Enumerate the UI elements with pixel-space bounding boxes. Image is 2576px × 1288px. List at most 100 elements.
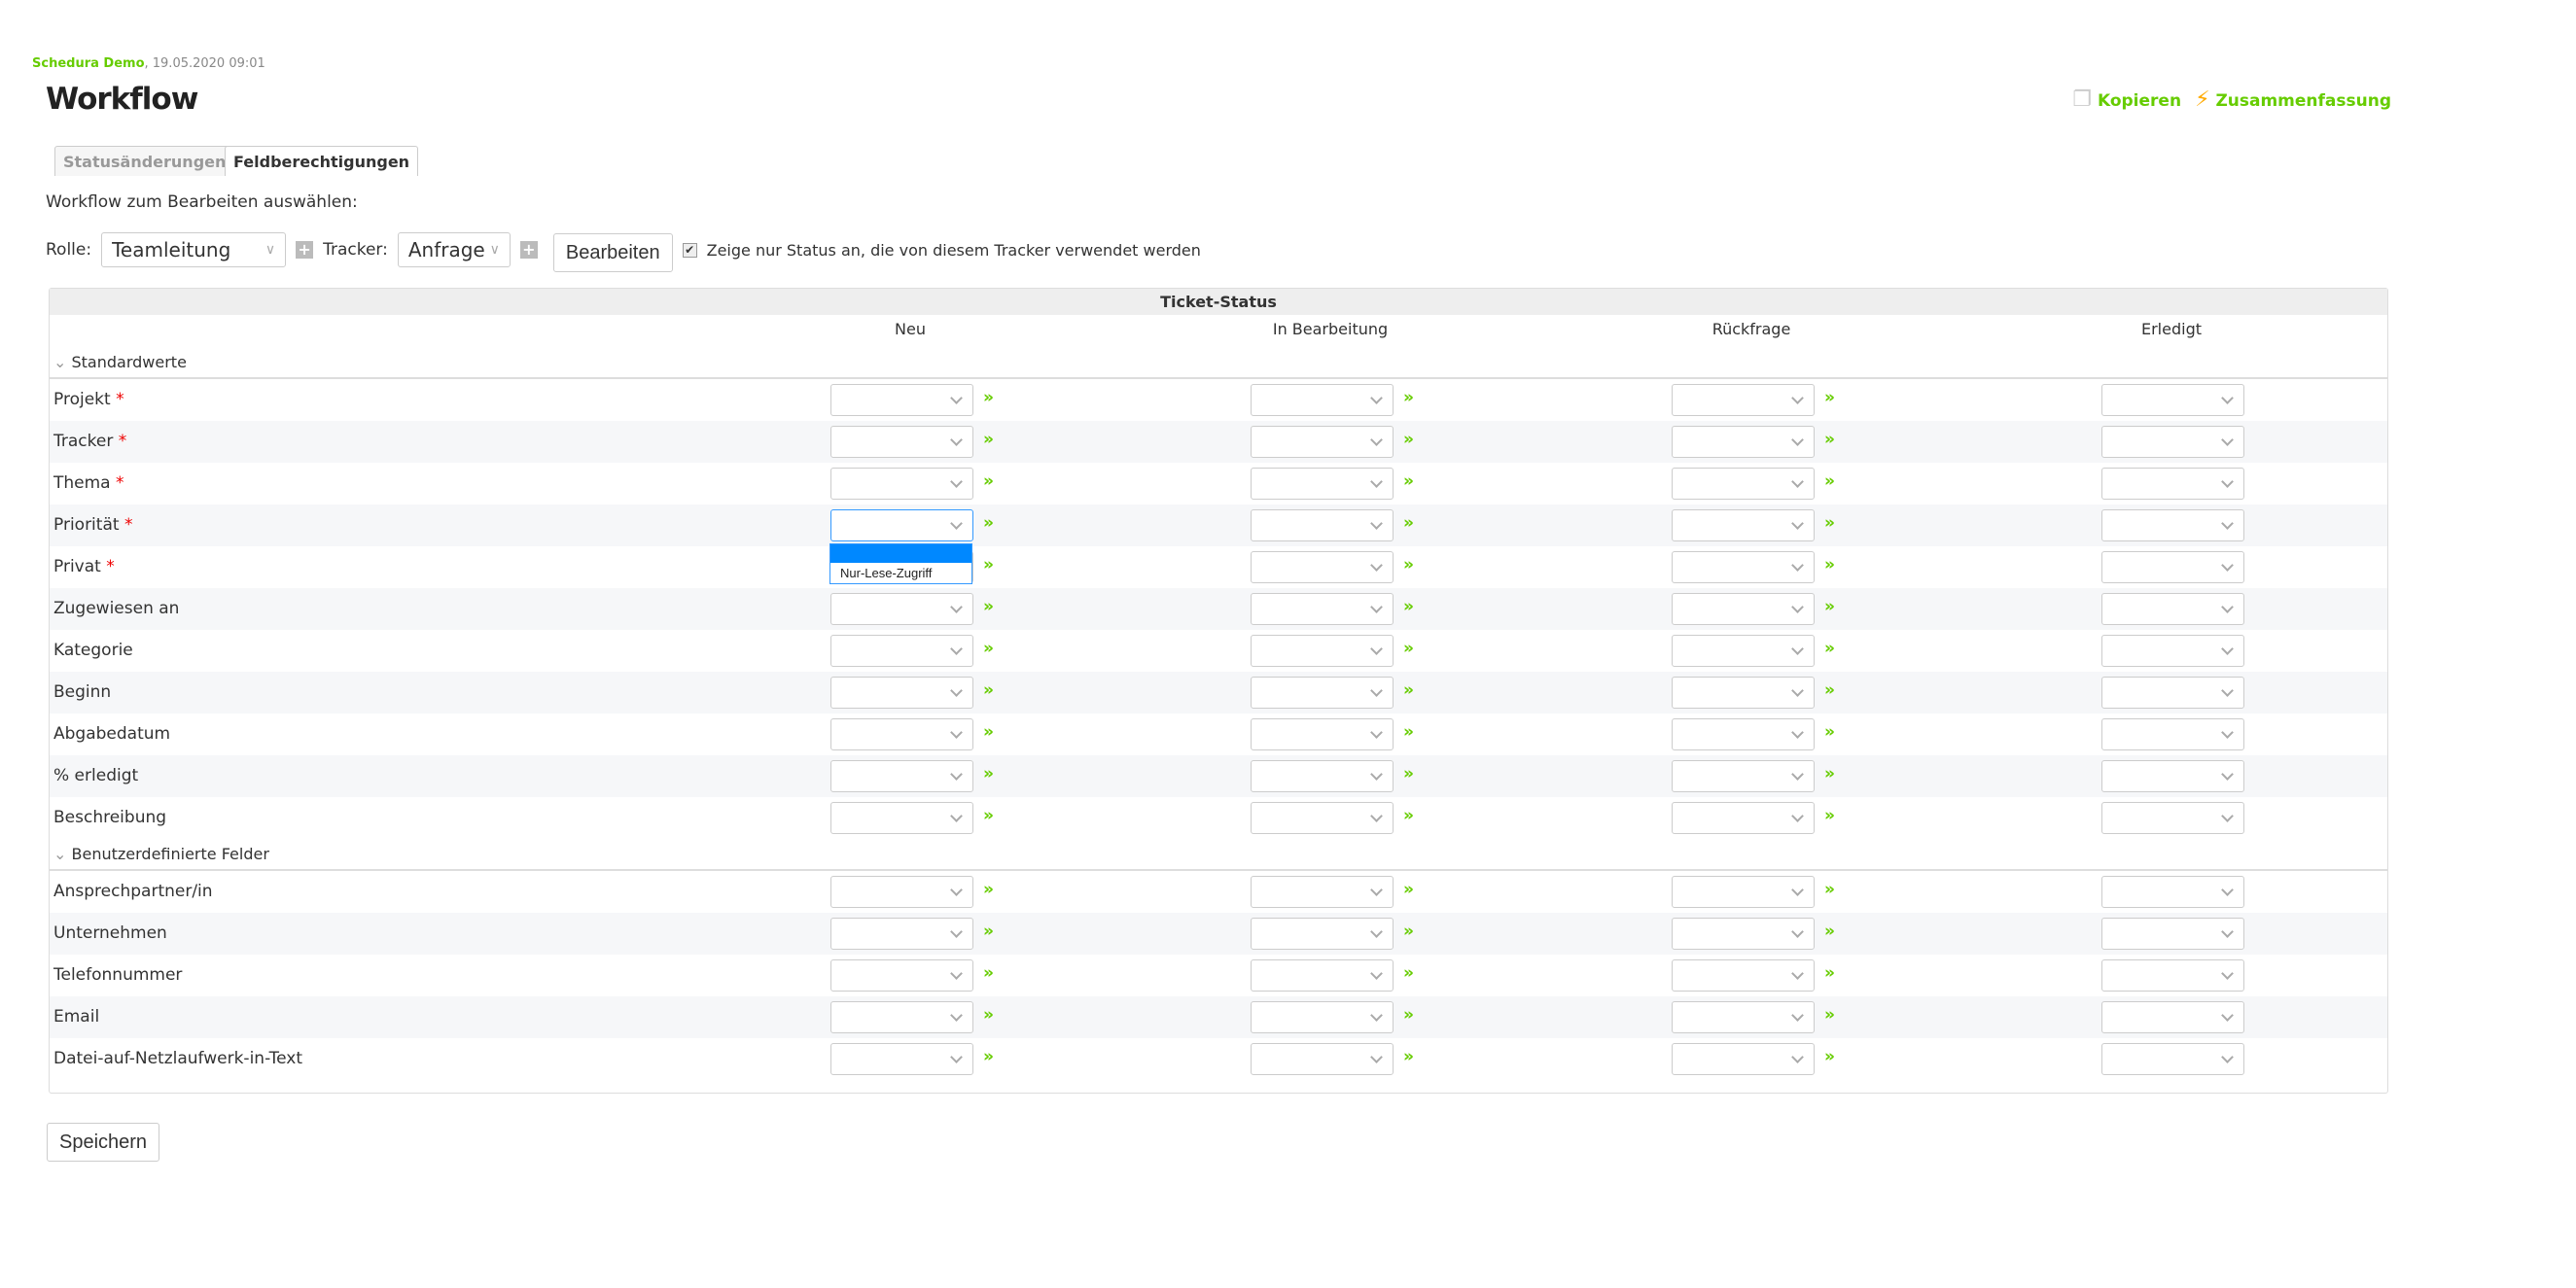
dropdown-option-empty[interactable]	[830, 544, 971, 563]
permission-select[interactable]	[2101, 959, 2244, 992]
copy-right-arrow-icon[interactable]: »	[1403, 764, 1414, 783]
copy-right-arrow-icon[interactable]: »	[1824, 722, 1835, 742]
permission-select[interactable]	[2101, 384, 2244, 416]
copy-right-arrow-icon[interactable]: »	[1824, 555, 1835, 574]
copy-right-arrow-icon[interactable]: »	[983, 680, 994, 700]
copy-right-arrow-icon[interactable]: »	[1403, 513, 1414, 533]
permission-select[interactable]	[1672, 1001, 1815, 1033]
copy-right-arrow-icon[interactable]: »	[1403, 680, 1414, 700]
copy-right-arrow-icon[interactable]: »	[983, 555, 994, 574]
permission-select[interactable]	[1251, 551, 1394, 583]
copy-link[interactable]: ❐ Kopieren	[2072, 87, 2181, 112]
copy-right-arrow-icon[interactable]: »	[1824, 1047, 1835, 1066]
permission-select[interactable]	[2101, 509, 2244, 541]
copy-right-arrow-icon[interactable]: »	[1824, 922, 1835, 941]
summary-link[interactable]: ⚡ Zusammenfassung	[2195, 87, 2391, 112]
permission-select[interactable]	[1672, 551, 1815, 583]
permission-select[interactable]	[2101, 551, 2244, 583]
copy-right-arrow-icon[interactable]: »	[1824, 806, 1835, 825]
permission-select[interactable]	[1672, 718, 1815, 750]
permission-select[interactable]	[1672, 384, 1815, 416]
permission-select[interactable]	[2101, 1043, 2244, 1075]
copy-right-arrow-icon[interactable]: »	[1403, 963, 1414, 983]
edit-button[interactable]: Bearbeiten	[552, 233, 673, 272]
copy-right-arrow-icon[interactable]: »	[1824, 680, 1835, 700]
copy-right-arrow-icon[interactable]: »	[1824, 880, 1835, 899]
copy-right-arrow-icon[interactable]: »	[1403, 880, 1414, 899]
permission-select[interactable]	[2101, 635, 2244, 667]
permission-select[interactable]	[2101, 426, 2244, 458]
copy-right-arrow-icon[interactable]: »	[1403, 388, 1414, 407]
copy-right-arrow-icon[interactable]: »	[1824, 1005, 1835, 1025]
permission-select[interactable]	[830, 677, 973, 709]
permission-select[interactable]	[1672, 677, 1815, 709]
permission-select[interactable]	[1251, 677, 1394, 709]
permission-select[interactable]	[830, 426, 973, 458]
permission-select[interactable]	[1251, 876, 1394, 908]
copy-right-arrow-icon[interactable]: »	[1824, 513, 1835, 533]
permission-select[interactable]	[2101, 1001, 2244, 1033]
permission-select[interactable]	[830, 384, 973, 416]
permission-select[interactable]	[1672, 760, 1815, 792]
copy-right-arrow-icon[interactable]: »	[983, 639, 994, 658]
copy-right-arrow-icon[interactable]: »	[1824, 963, 1835, 983]
copy-right-arrow-icon[interactable]: »	[983, 1005, 994, 1025]
permission-select[interactable]	[830, 876, 973, 908]
add-tracker-icon[interactable]: +	[519, 241, 538, 259]
permission-select[interactable]	[2101, 677, 2244, 709]
permission-select[interactable]	[830, 959, 973, 992]
permission-select[interactable]	[830, 509, 973, 541]
copy-right-arrow-icon[interactable]: »	[983, 963, 994, 983]
permission-select[interactable]	[1251, 635, 1394, 667]
copy-right-arrow-icon[interactable]: »	[1824, 764, 1835, 783]
copy-right-arrow-icon[interactable]: »	[983, 471, 994, 491]
permission-select[interactable]	[830, 760, 973, 792]
copy-right-arrow-icon[interactable]: »	[1403, 922, 1414, 941]
permission-select[interactable]	[1672, 959, 1815, 992]
permission-select[interactable]	[1251, 760, 1394, 792]
permission-select[interactable]	[1672, 918, 1815, 950]
permission-select[interactable]	[1251, 509, 1394, 541]
permission-select[interactable]	[1251, 918, 1394, 950]
permission-select[interactable]	[1251, 1043, 1394, 1075]
permission-select[interactable]	[1672, 876, 1815, 908]
used-status-checkbox[interactable]: ✔	[682, 242, 697, 258]
dropdown-option-read-only[interactable]: Nur-Lese-Zugriff	[840, 566, 933, 580]
permission-select[interactable]	[830, 593, 973, 625]
permission-select[interactable]	[1251, 593, 1394, 625]
copy-right-arrow-icon[interactable]: »	[983, 764, 994, 783]
group-toggle[interactable]: ⌄ Benutzerdefinierte Felder	[53, 845, 269, 863]
copy-right-arrow-icon[interactable]: »	[983, 880, 994, 899]
copy-right-arrow-icon[interactable]: »	[1403, 471, 1414, 491]
copy-right-arrow-icon[interactable]: »	[1403, 597, 1414, 616]
permission-select[interactable]	[2101, 593, 2244, 625]
save-button[interactable]: Speichern	[47, 1123, 160, 1162]
role-select[interactable]: Teamleitung ∨	[101, 232, 287, 267]
tab-statusaenderungen[interactable]: Statusänderungen	[54, 146, 235, 176]
copy-right-arrow-icon[interactable]: »	[1403, 430, 1414, 449]
copy-right-arrow-icon[interactable]: »	[1824, 597, 1835, 616]
copy-right-arrow-icon[interactable]: »	[983, 922, 994, 941]
permission-select[interactable]	[830, 802, 973, 834]
tracker-select[interactable]: Anfrage ∨	[397, 232, 511, 267]
add-role-icon[interactable]: +	[296, 241, 314, 259]
copy-right-arrow-icon[interactable]: »	[983, 430, 994, 449]
copy-right-arrow-icon[interactable]: »	[1403, 1047, 1414, 1066]
permission-select[interactable]	[1672, 593, 1815, 625]
permission-select[interactable]	[2101, 468, 2244, 500]
copy-right-arrow-icon[interactable]: »	[1824, 388, 1835, 407]
permission-select[interactable]	[830, 1043, 973, 1075]
permission-select[interactable]	[830, 468, 973, 500]
copy-right-arrow-icon[interactable]: »	[1403, 722, 1414, 742]
permission-select[interactable]	[830, 918, 973, 950]
permission-select[interactable]	[1672, 468, 1815, 500]
permission-select[interactable]	[1251, 426, 1394, 458]
permission-select[interactable]	[2101, 876, 2244, 908]
permission-select[interactable]	[2101, 718, 2244, 750]
copy-right-arrow-icon[interactable]: »	[983, 388, 994, 407]
permission-select[interactable]	[830, 635, 973, 667]
copy-right-arrow-icon[interactable]: »	[983, 513, 994, 533]
permission-select[interactable]	[1251, 802, 1394, 834]
permission-select[interactable]	[830, 1001, 973, 1033]
permission-select[interactable]	[1672, 802, 1815, 834]
